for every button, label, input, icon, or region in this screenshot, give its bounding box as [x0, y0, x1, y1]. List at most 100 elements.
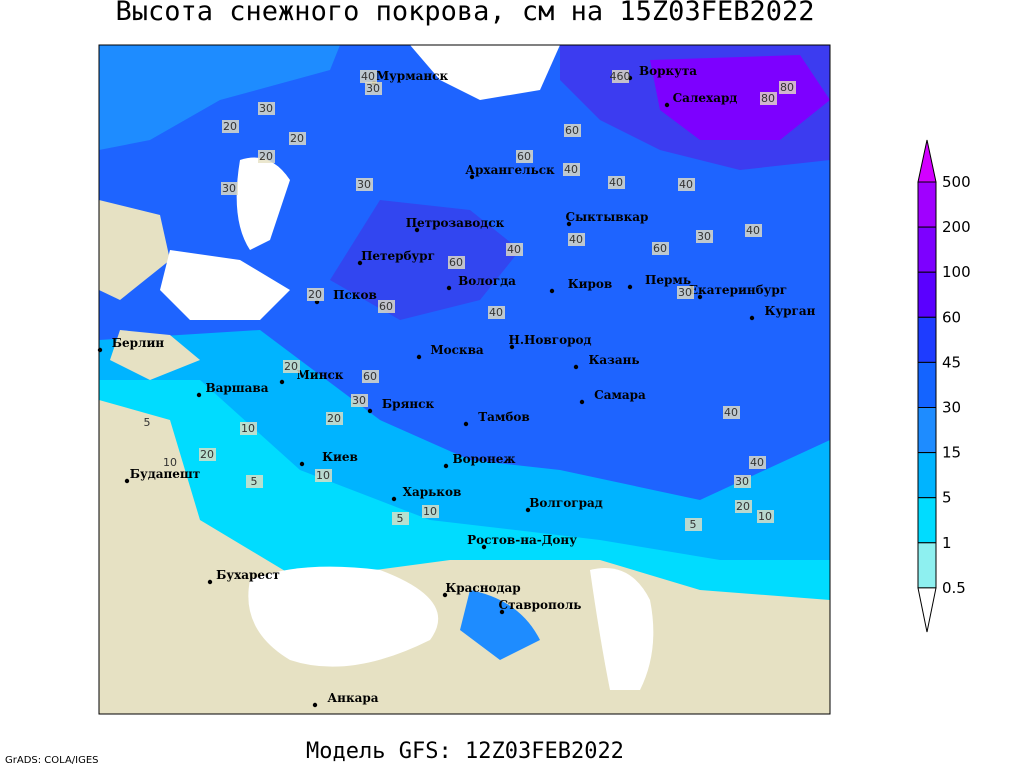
colorbar-label: 100	[942, 263, 971, 281]
contour-label: 5	[251, 475, 258, 488]
city-label: Мурманск	[376, 69, 449, 83]
contour-label-bg	[315, 469, 332, 482]
colorbar: 500 200 100 60 45 30 15 5 1 0.5	[917, 139, 971, 633]
city-dot	[416, 354, 422, 360]
contour-label: 40	[609, 176, 623, 189]
city-label: Ростов-на-Дону	[467, 533, 577, 547]
city-label: Ставрополь	[499, 598, 582, 612]
contour-label: 80	[761, 92, 775, 105]
contour-label-bg	[392, 512, 409, 525]
contour-label-bg	[356, 178, 373, 191]
city-label: Самара	[594, 388, 646, 402]
city-label: Петрозаводск	[406, 216, 505, 230]
city-dot	[414, 227, 420, 233]
contour-label-bg	[448, 256, 465, 269]
city-dot	[196, 392, 202, 398]
contour-label: 30	[678, 286, 692, 299]
city-label: Тамбов	[478, 410, 529, 424]
colorbar-segment	[917, 407, 937, 454]
contour-label-bg	[365, 82, 382, 95]
colorbar-label: 1	[942, 534, 952, 552]
city-dot	[124, 478, 130, 484]
city-label: Бухарест	[216, 568, 280, 582]
city-dot	[697, 294, 703, 300]
contour-label-bg	[757, 510, 774, 523]
contour-label: 40	[724, 406, 738, 419]
contour-label-bg	[760, 92, 777, 105]
colorbar-segment	[917, 361, 937, 408]
colorbar-label: 200	[942, 218, 971, 236]
contour-label: 60	[449, 256, 463, 269]
contour-label-bg	[568, 233, 585, 246]
contour-label: 40	[569, 233, 583, 246]
contour-label-bg	[258, 150, 275, 163]
city-label: Воркута	[639, 64, 697, 78]
city-label: Салехард	[673, 91, 738, 105]
city-dot	[749, 315, 755, 321]
contour-label: 20	[327, 412, 341, 425]
colorbar-label: 500	[942, 173, 971, 191]
contour-label-bg	[199, 448, 216, 461]
city-dot	[299, 461, 305, 467]
contour-label: 60	[379, 300, 393, 313]
contour-label: 60	[565, 124, 579, 137]
contour-label-bg	[283, 360, 300, 373]
contour-label-bg	[488, 306, 505, 319]
city-label: Минск	[297, 368, 344, 382]
colorbar-segment	[917, 181, 937, 228]
contour-label: 30	[357, 178, 371, 191]
contour-label: 5	[144, 416, 151, 429]
contour-label-bg	[678, 178, 695, 191]
contour-label: 20	[223, 120, 237, 133]
city-label: Вологда	[458, 274, 516, 288]
contour-label-bg	[696, 230, 713, 243]
contour-label: 30	[735, 475, 749, 488]
city-dot	[463, 421, 469, 427]
contour-label: 10	[316, 469, 330, 482]
city-dot	[357, 260, 363, 266]
city-label: Варшава	[205, 381, 268, 395]
footer-model: Модель GFS: 12Z03FEB2022	[306, 739, 624, 764]
colorbar-top	[917, 139, 937, 183]
contour-label-bg	[246, 475, 263, 488]
city-dot	[391, 496, 397, 502]
contour-label-bg	[685, 518, 702, 531]
contour-label: 20	[308, 288, 322, 301]
contour-label-bg	[779, 81, 796, 94]
contour-label-bg	[307, 288, 324, 301]
city-dot	[469, 174, 475, 180]
contour-label-bg	[360, 70, 377, 83]
contour-label: 40	[489, 306, 503, 319]
city-label: Архангельск	[465, 163, 555, 177]
city-dot	[664, 102, 670, 108]
colorbar-segment	[917, 226, 937, 273]
colorbar-label: 30	[942, 399, 961, 417]
map-frame	[98, 44, 831, 715]
city-label: Курган	[765, 304, 816, 318]
contour-label-bg	[506, 243, 523, 256]
contour-label-bg	[162, 456, 179, 469]
contour-label-bg	[735, 500, 752, 513]
contour-label-bg	[422, 505, 439, 518]
contour-label: 40	[507, 243, 521, 256]
colorbar-segment	[917, 497, 937, 544]
city-dot	[579, 399, 585, 405]
city-label: Киров	[568, 277, 613, 291]
contour-label-bg	[652, 242, 669, 255]
contour-label: 460	[610, 70, 631, 83]
contour-label-bg	[378, 300, 395, 313]
map	[99, 45, 830, 714]
contour-label-bg	[351, 394, 368, 407]
contour-label: 10	[163, 456, 177, 469]
colorbar-segment	[917, 452, 937, 499]
city-label: Анкара	[327, 691, 378, 705]
contour-label-bg	[677, 286, 694, 299]
cities: Мурманск Воркута Салехард Архангельск Сыктыв…	[97, 64, 816, 708]
contour-label: 30	[352, 394, 366, 407]
city-dot	[509, 344, 515, 350]
city-dot	[207, 579, 213, 585]
contour-label: 60	[363, 370, 377, 383]
colorbar-segment	[917, 316, 937, 363]
